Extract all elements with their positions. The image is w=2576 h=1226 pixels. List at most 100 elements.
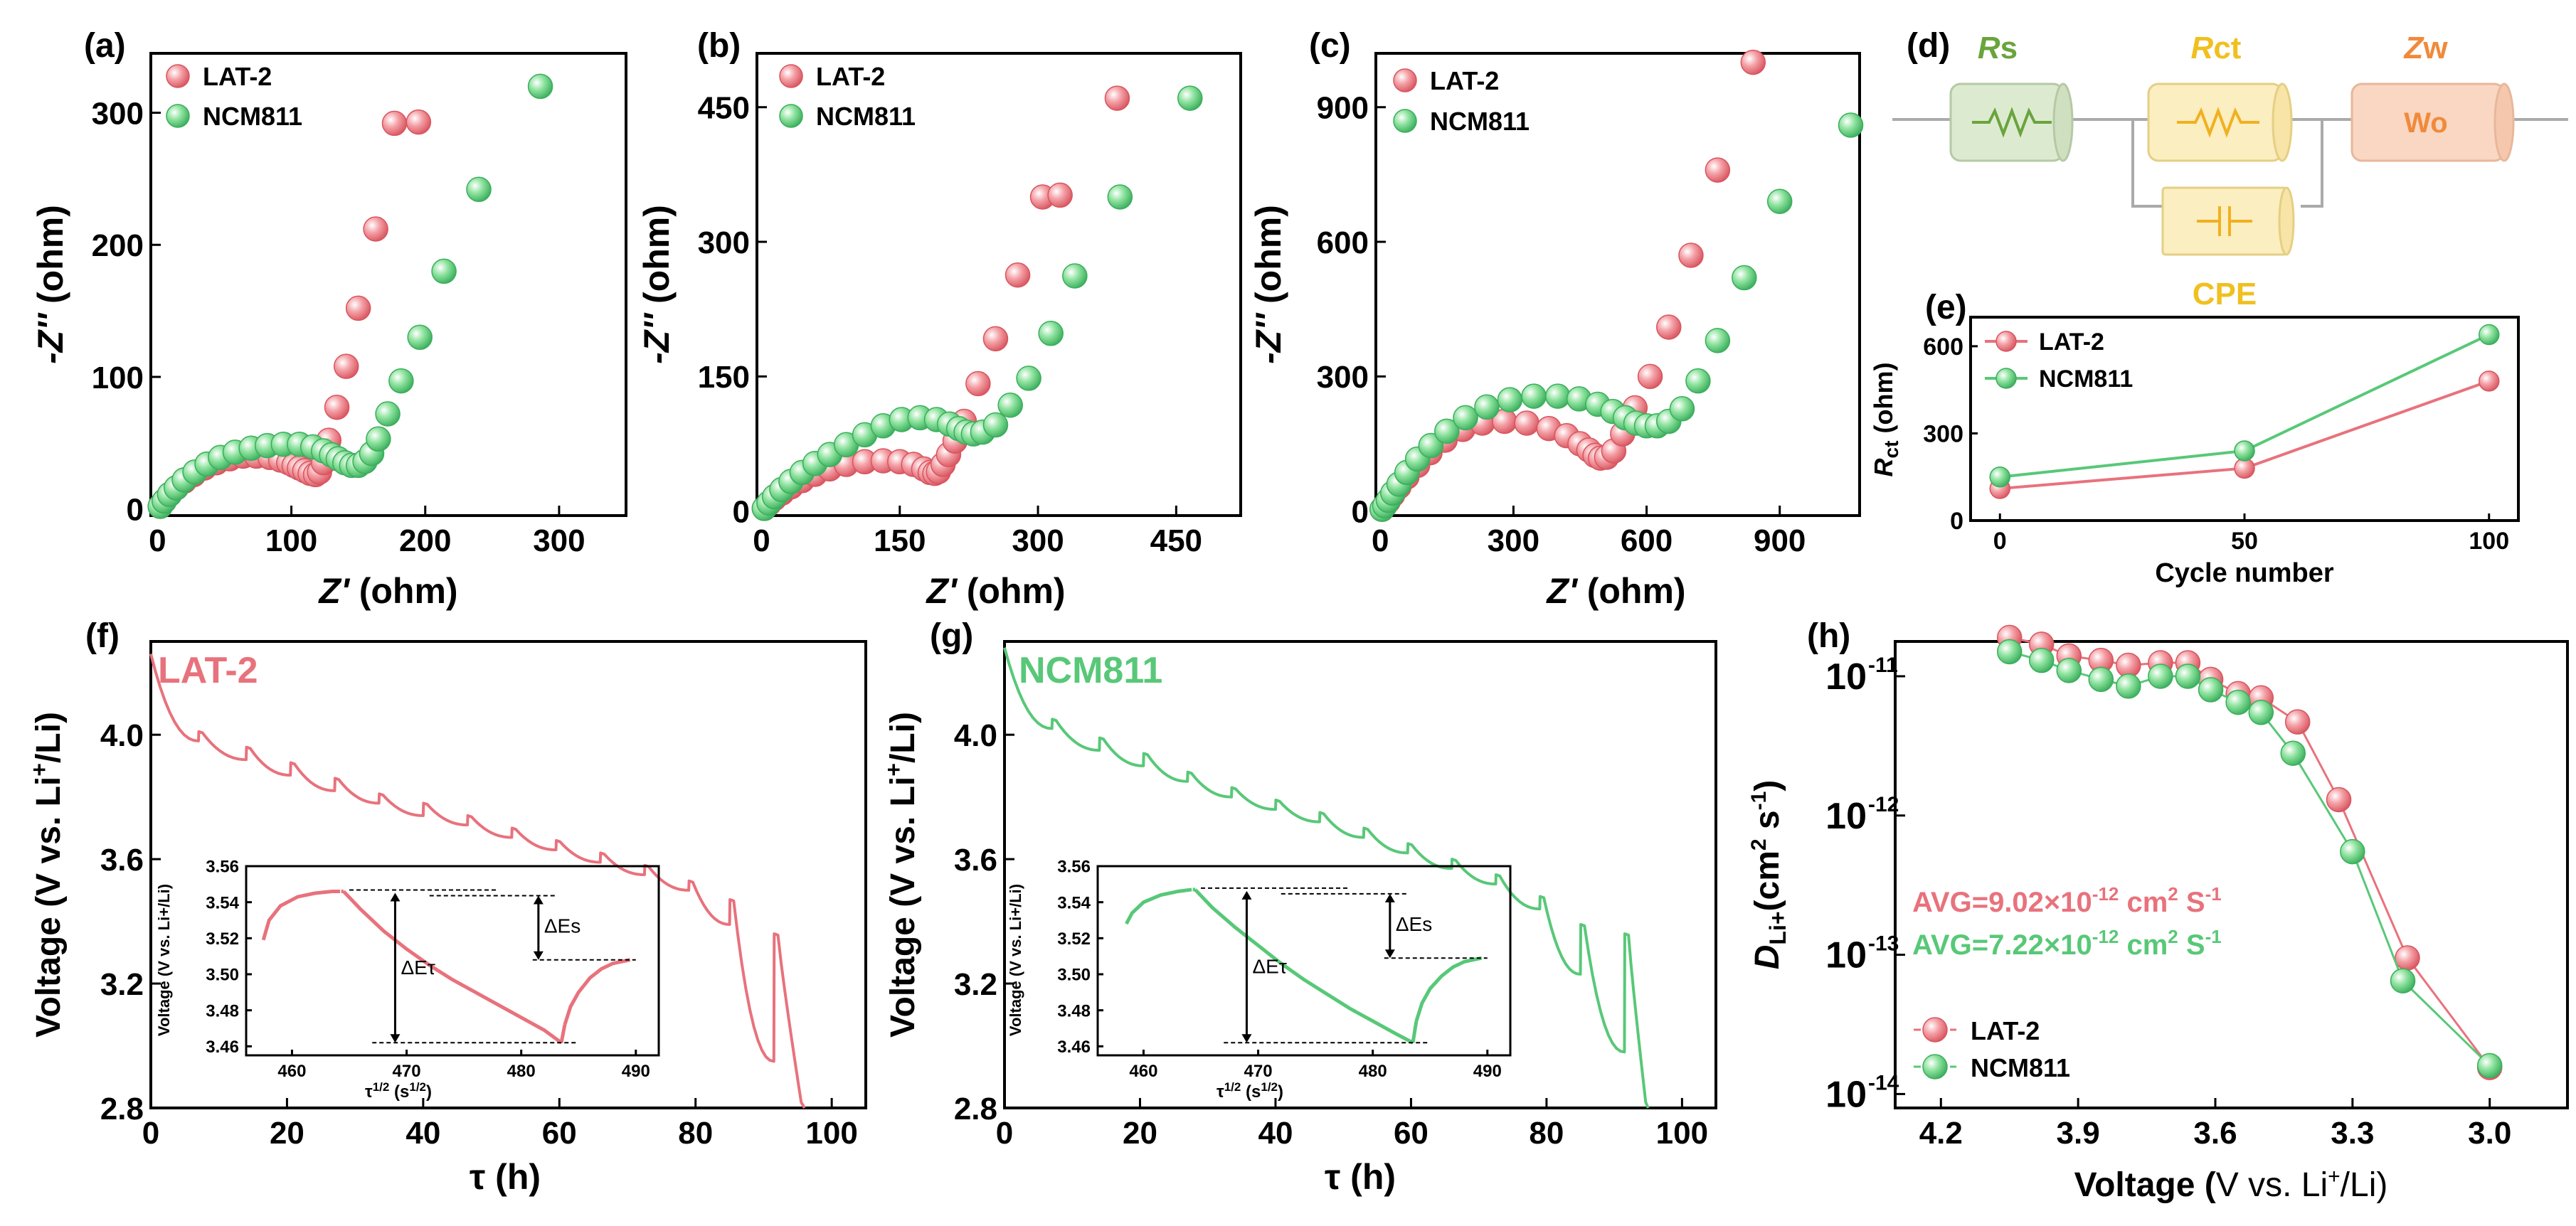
axis-c-y-tick-label: 900 (1317, 91, 1369, 126)
axis-g-y-tick-label: 3.6 (954, 843, 997, 878)
point-a-ncm (375, 401, 401, 427)
panel-e: (e) 0 50 100 0 300 600 LAT-2 NCM811 Cycle num… (1869, 289, 2520, 588)
axis-f-x-tick-label: 20 (270, 1116, 304, 1151)
zw-element: Wo Zw (2350, 31, 2515, 162)
point-e-lat2 (2479, 371, 2500, 392)
inset-g-y-tick-label: 3.56 (1057, 858, 1091, 877)
point-b-lat2 (1104, 85, 1130, 111)
axis-b-y-tick-label: 150 (698, 360, 750, 395)
inset-annotations-g: ΔEτ ΔEs (1201, 887, 1488, 1044)
point-h-ncm (2116, 673, 2141, 699)
axis-e-y-tick-label: 0 (1950, 508, 1963, 535)
data-points-b (751, 85, 1203, 521)
legend-marker-ncm-b (779, 104, 803, 128)
panel-label-f: (f) (85, 617, 120, 655)
y-axis-title-b: -Z'' (ohm) (637, 205, 677, 364)
point-a-lat2 (333, 353, 359, 379)
x-axis-title-g: τ (h) (1325, 1157, 1396, 1197)
y-axis-title-f: Voltage (V vs. Li+/Li) (26, 712, 68, 1038)
point-h-ncm (2280, 740, 2306, 766)
axis-g-x-tick-label: 20 (1123, 1116, 1157, 1151)
x-axis-title-f: τ (h) (470, 1157, 541, 1197)
wo-label: Wo (2404, 107, 2447, 139)
panel-label-d: (d) (1907, 27, 1950, 65)
rs-resistor: Rs (1949, 31, 2074, 162)
axis-e-y-tick-label: 600 (1923, 334, 1963, 361)
point-h-lat2 (2326, 787, 2352, 813)
avg-annotation-lat2: AVG=9.02×10-12 cm2 S-1 (1912, 883, 2222, 918)
inset-curve-decay-f (342, 890, 563, 1045)
data-points-c (1369, 49, 1864, 522)
point-h-ncm (2476, 1052, 2503, 1079)
inset-x-title-f: τ1/2 (s1/2) (365, 1080, 432, 1102)
panel-label-e: (e) (1925, 289, 1967, 326)
point-a-lat2 (345, 295, 371, 321)
point-c-ncm (1521, 383, 1547, 409)
axis-f-x-tick-label: 0 (142, 1116, 159, 1151)
panel-f: (f) 0 20 40 60 80 100 2.8 3.2 3.6 4.0 LAT-2 τ (h)… (26, 617, 867, 1197)
axis-c-y-tick-label: 0 (1352, 495, 1369, 530)
inset-f-x-tick-label: 470 (393, 1062, 421, 1081)
voltage-curve-g (1003, 647, 1650, 1109)
point-c-ncm (1453, 405, 1478, 431)
inset-ticks-g: 460 470 480 490 3.46 3.48 3.50 3.52 3.54 3.56 (1057, 858, 1502, 1081)
point-a-lat2 (324, 394, 350, 420)
axis-b-y-tick-label: 450 (698, 91, 750, 126)
point-c-lat2 (1655, 314, 1682, 340)
legend-label-lat2-a: LAT-2 (203, 62, 272, 91)
point-e-ncm (1989, 466, 2010, 488)
axis-h-x-tick-label: 3.6 (2193, 1116, 2237, 1151)
axis-a-x-tick-label: 100 (265, 523, 317, 558)
inset-f-x-tick-label: 490 (622, 1062, 650, 1081)
panel-h: (h) 4.2 3.9 3.6 3.3 3.010-1110-1210-1310-14 … (1747, 617, 2569, 1204)
zw-label: Zw (2402, 31, 2448, 65)
axis-c-x-tick-label: 900 (1754, 523, 1806, 558)
inset-curve-relax-f (563, 958, 631, 1025)
axis-g-x-tick-label: 40 (1258, 1116, 1293, 1151)
axis-f-y-tick-label: 4.0 (100, 718, 144, 753)
zw-cap (2493, 82, 2515, 162)
avg-annotation-ncm: AVG=7.22×10-12 cm2 S-1 (1912, 926, 2222, 961)
point-c-ncm (1418, 432, 1444, 459)
arrow-de-s-g-head-down (1384, 949, 1395, 959)
label-de-s-f: ΔEs (544, 915, 581, 937)
inset-g-y-tick-label: 3.48 (1057, 1001, 1091, 1020)
cpe-element: CPE (2161, 186, 2295, 311)
axis-h-y-tick-label: 10 (1825, 796, 1867, 837)
axis-b-x-tick-label: 150 (874, 523, 926, 558)
x-axis-title-h: Voltage (V vs. Li+/Li) (2074, 1165, 2388, 1204)
y-axis-title-a: -Z'' (ohm) (31, 205, 70, 364)
point-c-ncm (1497, 387, 1523, 412)
point-b-ncm (1177, 85, 1203, 111)
axis-a-y-tick-label: 0 (127, 493, 144, 528)
cpe-body (2161, 186, 2288, 256)
gitt-curve-f (149, 653, 806, 1109)
arrow-de-s-f-head-down (533, 951, 544, 960)
axis-a-x-tick-label: 0 (149, 523, 166, 558)
point-a-ncm (431, 258, 457, 284)
legend-marker-lat2-a (166, 64, 190, 88)
axis-g-y-tick-label: 2.8 (954, 1092, 997, 1126)
voltage-curve-f (149, 653, 806, 1109)
legend-label-ncm-a: NCM811 (203, 102, 302, 131)
point-c-lat2 (1705, 157, 1731, 183)
inset-y-title-f: Voltage (V vs. Li+/Li) (155, 884, 173, 1036)
inset-curve-pre-f (261, 889, 341, 941)
x-axis-title-b: Z' (ohm) (925, 571, 1065, 611)
inset-g-y-tick-label: 3.46 (1057, 1038, 1091, 1057)
data-points-e (1989, 324, 2500, 499)
legend-label-lat2-c: LAT-2 (1430, 66, 1499, 95)
axis-g-x-tick-label: 100 (1656, 1116, 1708, 1151)
point-h-lat2 (2284, 709, 2311, 735)
axis-b-x-tick-label: 450 (1150, 523, 1202, 558)
axis-f-x-tick-label: 80 (678, 1116, 713, 1151)
point-b-ncm (1062, 263, 1088, 289)
point-b-lat2 (1005, 262, 1031, 288)
y-axis-title-h: DLi+(cm2 s-1) (1747, 780, 1791, 970)
inset-g-y-tick-label: 3.52 (1057, 929, 1091, 949)
point-c-ncm (1838, 112, 1864, 138)
panel-label-h: (h) (1807, 617, 1850, 655)
axis-b-y-tick-label: 300 (698, 225, 750, 260)
rct-cap (2272, 82, 2293, 162)
